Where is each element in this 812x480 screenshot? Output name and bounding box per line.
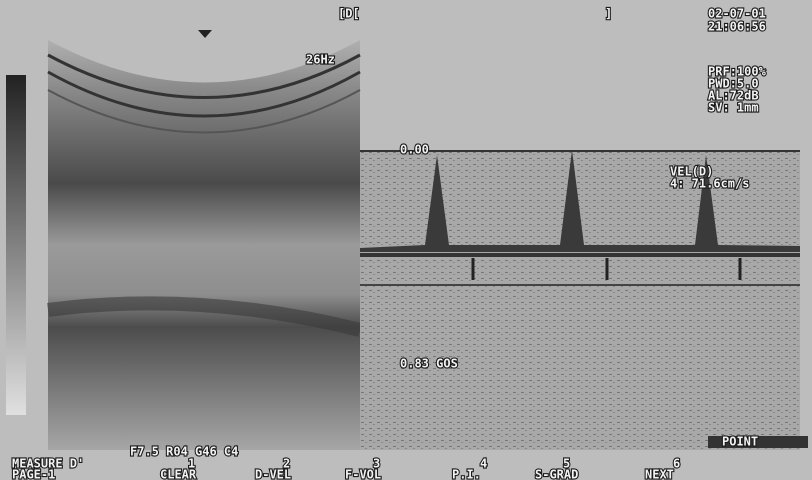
frame-rate: 26Hz bbox=[306, 53, 335, 67]
key-label[interactable]: F-VOL bbox=[345, 468, 381, 480]
key-number: 6 bbox=[673, 457, 680, 471]
marker-right: ] bbox=[605, 7, 612, 21]
probe-info: F7.5 R04 G46 C4 bbox=[130, 445, 238, 459]
param: SV: 1mm bbox=[708, 101, 759, 115]
scale-label: 0.83 GOS bbox=[400, 357, 458, 371]
doppler-spectrum bbox=[360, 150, 800, 450]
key-label[interactable]: NEXT bbox=[645, 468, 674, 480]
date: 02-07-01 bbox=[708, 7, 766, 21]
key-number: 4 bbox=[480, 457, 487, 471]
key-label[interactable]: P.I. bbox=[452, 468, 481, 480]
marker-left: [D[ bbox=[338, 7, 360, 21]
gray-scale-bar bbox=[6, 75, 26, 415]
key-label[interactable]: S-GRAD bbox=[535, 468, 578, 480]
key-label[interactable]: CLEAR bbox=[160, 468, 197, 480]
ultrasound-screen: [D[ ] 02-07-01 21:06:56 26Hz PRF:100% PW… bbox=[0, 0, 812, 480]
point-label: POINT bbox=[722, 435, 758, 449]
baseline-label: 0.00 bbox=[400, 143, 429, 157]
time: 21:06:56 bbox=[708, 20, 766, 34]
key-label[interactable]: D-VEL bbox=[255, 468, 291, 480]
menu-page: PAGE-1 bbox=[12, 468, 55, 480]
b-mode-image bbox=[48, 20, 360, 450]
velocity-value: 4: 71.6cm/s bbox=[670, 177, 749, 191]
